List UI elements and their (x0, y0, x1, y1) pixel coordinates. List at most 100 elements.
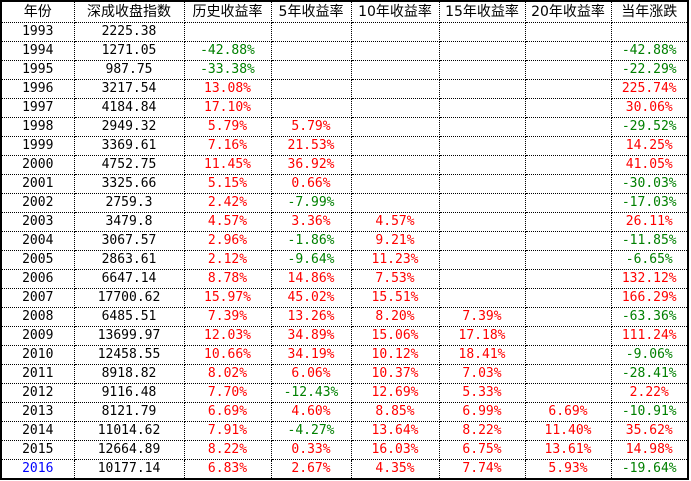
cell-historical-return[interactable]: 8.02% (183, 364, 272, 384)
cell-20y-return[interactable] (524, 41, 612, 61)
cell-5y-return[interactable] (270, 98, 352, 118)
cell-annual-change[interactable]: 132.12% (610, 269, 689, 289)
cell-annual-change[interactable]: 35.62% (610, 421, 689, 441)
cell-10y-return[interactable] (350, 136, 440, 156)
cell-10y-return[interactable]: 10.12% (350, 345, 440, 365)
cell-year[interactable]: 1997 (0, 98, 75, 118)
cell-5y-return[interactable]: 45.02% (270, 288, 352, 308)
cell-year[interactable]: 2013 (0, 402, 75, 422)
cell-15y-return[interactable] (438, 212, 526, 232)
cell-5y-return[interactable]: 6.06% (270, 364, 352, 384)
cell-year[interactable]: 2010 (0, 345, 75, 365)
cell-15y-return[interactable] (438, 117, 526, 137)
cell-10y-return[interactable]: 9.21% (350, 231, 440, 251)
cell-year[interactable]: 1995 (0, 60, 75, 80)
cell-historical-return[interactable] (183, 22, 272, 42)
cell-10y-return[interactable]: 10.37% (350, 364, 440, 384)
cell-5y-return[interactable]: 3.36% (270, 212, 352, 232)
cell-20y-return[interactable] (524, 60, 612, 80)
cell-annual-change[interactable]: -6.65% (610, 250, 689, 270)
cell-20y-return[interactable] (524, 345, 612, 365)
cell-year[interactable]: 1996 (0, 79, 75, 99)
cell-15y-return[interactable] (438, 250, 526, 270)
cell-5y-return[interactable]: -7.99% (270, 193, 352, 213)
cell-15y-return[interactable] (438, 41, 526, 61)
cell-10y-return[interactable] (350, 117, 440, 137)
cell-20y-return[interactable] (524, 79, 612, 99)
cell-index-close[interactable]: 3325.66 (73, 174, 185, 194)
cell-index-close[interactable]: 4752.75 (73, 155, 185, 175)
cell-20y-return[interactable] (524, 326, 612, 346)
cell-10y-return[interactable]: 8.20% (350, 307, 440, 327)
header-annual-change[interactable]: 当年涨跌 (610, 0, 689, 23)
cell-historical-return[interactable]: 6.69% (183, 402, 272, 422)
cell-historical-return[interactable]: 8.22% (183, 440, 272, 460)
cell-10y-return[interactable] (350, 193, 440, 213)
cell-index-close[interactable]: 11014.62 (73, 421, 185, 441)
cell-index-close[interactable]: 4184.84 (73, 98, 185, 118)
cell-10y-return[interactable] (350, 22, 440, 42)
cell-historical-return[interactable]: 13.08% (183, 79, 272, 99)
cell-20y-return[interactable]: 6.69% (524, 402, 612, 422)
cell-15y-return[interactable]: 8.22% (438, 421, 526, 441)
cell-year[interactable]: 2004 (0, 231, 75, 251)
cell-index-close[interactable]: 6485.51 (73, 307, 185, 327)
cell-year[interactable]: 2000 (0, 155, 75, 175)
cell-index-close[interactable]: 6647.14 (73, 269, 185, 289)
cell-20y-return[interactable] (524, 193, 612, 213)
cell-20y-return[interactable]: 13.61% (524, 440, 612, 460)
cell-index-close[interactable]: 3479.8 (73, 212, 185, 232)
cell-year[interactable]: 2009 (0, 326, 75, 346)
cell-20y-return[interactable] (524, 288, 612, 308)
cell-year[interactable]: 2003 (0, 212, 75, 232)
cell-15y-return[interactable] (438, 136, 526, 156)
cell-annual-change[interactable]: -29.52% (610, 117, 689, 137)
cell-year[interactable]: 2002 (0, 193, 75, 213)
cell-20y-return[interactable]: 5.93% (524, 459, 612, 480)
cell-annual-change[interactable]: -19.64% (610, 459, 689, 480)
cell-historical-return[interactable]: -33.38% (183, 60, 272, 80)
cell-index-close[interactable]: 17700.62 (73, 288, 185, 308)
cell-historical-return[interactable]: 2.42% (183, 193, 272, 213)
cell-20y-return[interactable] (524, 383, 612, 403)
cell-historical-return[interactable]: 11.45% (183, 155, 272, 175)
cell-annual-change[interactable]: 30.06% (610, 98, 689, 118)
cell-historical-return[interactable]: 7.70% (183, 383, 272, 403)
cell-index-close[interactable]: 2949.32 (73, 117, 185, 137)
cell-5y-return[interactable]: 0.33% (270, 440, 352, 460)
cell-10y-return[interactable]: 13.64% (350, 421, 440, 441)
cell-20y-return[interactable] (524, 307, 612, 327)
cell-historical-return[interactable]: 5.79% (183, 117, 272, 137)
cell-10y-return[interactable]: 4.35% (350, 459, 440, 480)
cell-10y-return[interactable]: 7.53% (350, 269, 440, 289)
cell-annual-change[interactable]: -42.88% (610, 41, 689, 61)
cell-year[interactable]: 2005 (0, 250, 75, 270)
cell-annual-change[interactable]: -30.03% (610, 174, 689, 194)
cell-5y-return[interactable]: -12.43% (270, 383, 352, 403)
header-10y-return[interactable]: 10年收益率 (350, 0, 440, 23)
cell-year[interactable]: 2014 (0, 421, 75, 441)
cell-annual-change[interactable]: -11.85% (610, 231, 689, 251)
cell-20y-return[interactable] (524, 269, 612, 289)
header-index-close[interactable]: 深成收盘指数 (73, 0, 185, 23)
cell-annual-change[interactable]: -63.36% (610, 307, 689, 327)
cell-year[interactable]: 2001 (0, 174, 75, 194)
cell-10y-return[interactable] (350, 41, 440, 61)
cell-15y-return[interactable] (438, 231, 526, 251)
cell-10y-return[interactable] (350, 174, 440, 194)
cell-15y-return[interactable] (438, 22, 526, 42)
cell-15y-return[interactable] (438, 60, 526, 80)
header-5y-return[interactable]: 5年收益率 (270, 0, 352, 23)
cell-year[interactable]: 1994 (0, 41, 75, 61)
cell-historical-return[interactable]: 15.97% (183, 288, 272, 308)
cell-15y-return[interactable] (438, 98, 526, 118)
cell-annual-change[interactable]: 41.05% (610, 155, 689, 175)
cell-15y-return[interactable]: 5.33% (438, 383, 526, 403)
cell-index-close[interactable]: 13699.97 (73, 326, 185, 346)
cell-historical-return[interactable]: -42.88% (183, 41, 272, 61)
cell-5y-return[interactable]: 2.67% (270, 459, 352, 480)
cell-index-close[interactable]: 2225.38 (73, 22, 185, 42)
cell-year[interactable]: 1993 (0, 22, 75, 42)
cell-historical-return[interactable]: 10.66% (183, 345, 272, 365)
cell-15y-return[interactable] (438, 174, 526, 194)
